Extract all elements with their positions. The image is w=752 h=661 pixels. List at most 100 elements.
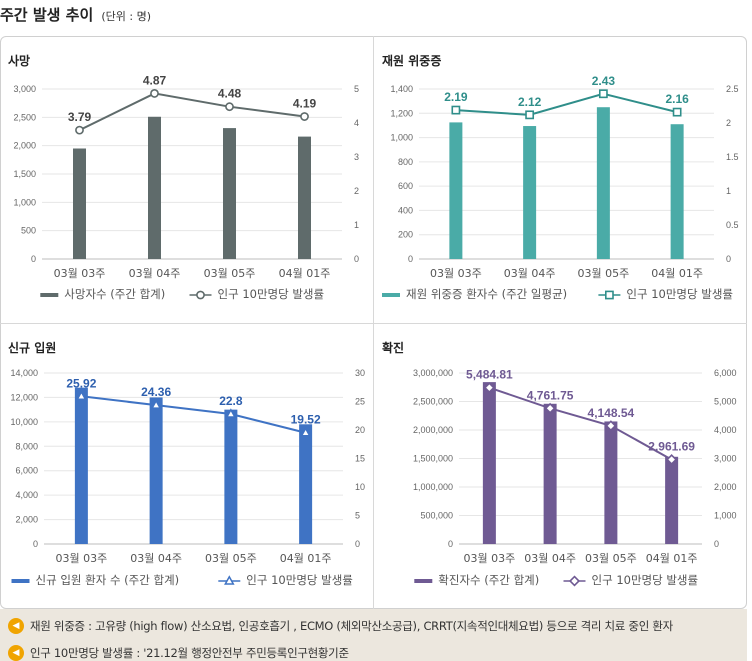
rate-line xyxy=(455,92,678,116)
legend-bar-label: 사망자수 (주간 합계) xyxy=(64,287,165,301)
x-tick-label: 03월 05주 xyxy=(585,552,637,565)
y-left-tick-label: 2,500 xyxy=(13,112,36,122)
y-left-tick-label: 1,200 xyxy=(390,108,413,118)
line-point xyxy=(525,110,535,120)
bar xyxy=(299,424,313,544)
data-label: 19.52 xyxy=(291,413,321,427)
y-right-tick-label: 0 xyxy=(355,539,360,549)
panel-divider-horizontal xyxy=(0,323,747,324)
legend-bar-label: 재원 위중증 환자수 (주간 일평균) xyxy=(406,287,567,301)
rate-line xyxy=(81,395,306,434)
y-left-tick-label: 0 xyxy=(33,539,38,549)
chart-title: 신규 입원 xyxy=(8,340,56,355)
y-left-tick-label: 1,400 xyxy=(390,84,413,94)
data-label: 2.16 xyxy=(665,92,689,106)
x-tick-label: 03월 04주 xyxy=(129,267,181,280)
line-point xyxy=(225,408,237,418)
speaker-icon: ◀ xyxy=(8,645,24,661)
bar xyxy=(523,126,537,260)
chart-title: 확진 xyxy=(382,340,404,355)
y-right-tick-label: 1.5 xyxy=(726,152,739,162)
y-left-tick-label: 2,000,000 xyxy=(413,425,453,435)
bar xyxy=(148,116,161,260)
y-right-tick-label: 3,000 xyxy=(714,454,737,464)
y-left-tick-label: 14,000 xyxy=(10,368,38,378)
bar xyxy=(74,387,88,544)
chart-panel-severe: 재원 위중증 0 200 400 600 800 1,000 1,200 1,400 0 0.5 1 1… xyxy=(374,37,747,323)
bar xyxy=(73,148,86,259)
y-left-tick-label: 2,000 xyxy=(13,141,36,151)
line-point xyxy=(150,399,162,409)
footnote-text: 인구 10만명당 발생률 : '21.12월 행정안전부 주민등록인구현황기준 xyxy=(30,646,349,660)
footnote-severe: ◀ 재원 위중증 : 고유량 (high flow) 산소요법, 인공호흡기 ,… xyxy=(8,616,673,636)
data-label: 24.36 xyxy=(141,385,171,399)
y-left-tick-label: 500,000 xyxy=(420,511,453,521)
y-right-tick-label: 2,000 xyxy=(714,482,737,492)
line-point xyxy=(225,102,234,112)
y-right-tick-label: 2.5 xyxy=(726,84,739,94)
y-right-tick-label: 4 xyxy=(354,118,359,128)
data-label: 4.48 xyxy=(218,87,242,101)
y-right-tick-label: 1 xyxy=(726,186,731,196)
footnotes: ◀ 재원 위중증 : 고유량 (high flow) 산소요법, 인공호흡기 ,… xyxy=(0,609,747,661)
line-point xyxy=(150,89,159,98)
x-tick-label: 03월 05주 xyxy=(205,552,257,565)
y-right-tick-label: 1,000 xyxy=(714,511,737,521)
legend-line-marker xyxy=(605,290,614,300)
x-tick-label: 03월 04주 xyxy=(524,552,576,565)
x-tick-label: 03월 05주 xyxy=(578,267,630,280)
line-point xyxy=(666,454,678,466)
bar xyxy=(670,124,684,259)
chart-svg: 신규 입원 0 2,000 4,000 6,000 8,000 10,000 12,000 14… xyxy=(8,340,365,587)
panel-divider-vertical xyxy=(373,36,374,609)
y-left-tick-label: 1,000 xyxy=(390,133,413,143)
legend-line-marker xyxy=(224,575,235,585)
line-point xyxy=(598,89,608,99)
legend-bar-swatch xyxy=(382,293,400,297)
y-right-tick-label: 20 xyxy=(355,425,365,435)
chart-panel-deaths: 사망 0 500 1,000 1,500 2,000 2,500 3,000 0 1 2 3 4 5 03월… xyxy=(0,37,373,323)
chart-svg: 사망 0 500 1,000 1,500 2,000 2,500 3,000 0 1 2 3 4 5 03월… xyxy=(8,53,359,301)
data-label: 22.8 xyxy=(219,394,243,408)
y-right-tick-label: 5 xyxy=(354,84,359,94)
y-right-tick-label: 0.5 xyxy=(726,220,739,230)
y-right-tick-label: 3 xyxy=(354,152,359,162)
legend-line-label: 인구 10만명당 발생률 xyxy=(246,573,353,587)
data-label: 2.43 xyxy=(592,74,616,88)
x-tick-label: 03월 04주 xyxy=(130,552,182,565)
page-header: 주간 발생 추이 (단위 : 명) xyxy=(0,4,151,28)
data-label: 2,961.69 xyxy=(648,440,695,454)
line-point xyxy=(483,382,495,394)
chart-svg: 확진 0 500,000 1,000,000 1,500,000 2,000,000 2,5… xyxy=(382,340,737,587)
y-right-tick-label: 4,000 xyxy=(714,425,737,435)
y-right-tick-label: 10 xyxy=(355,482,365,492)
x-tick-label: 04월 01주 xyxy=(280,552,332,565)
line-point xyxy=(76,390,87,401)
y-left-tick-label: 1,500 xyxy=(13,169,36,179)
bar xyxy=(149,397,163,544)
chart-panel-confirmed: 확진 0 500,000 1,000,000 1,500,000 2,000,000 2,5… xyxy=(374,324,747,609)
y-right-tick-label: 25 xyxy=(355,397,365,407)
speaker-icon: ◀ xyxy=(8,618,24,634)
x-tick-label: 04월 01주 xyxy=(646,552,698,565)
y-right-tick-label: 0 xyxy=(354,254,359,264)
y-left-tick-label: 0 xyxy=(448,539,453,549)
rate-line xyxy=(79,92,305,132)
bar xyxy=(596,107,610,259)
data-label: 3.79 xyxy=(68,110,92,124)
y-right-tick-label: 0 xyxy=(726,254,731,264)
bar xyxy=(665,456,679,544)
legend-line-label: 인구 10만명당 발생률 xyxy=(626,287,733,301)
y-left-tick-label: 6,000 xyxy=(15,466,38,476)
y-right-tick-label: 2 xyxy=(354,186,359,196)
y-left-tick-label: 2,500,000 xyxy=(413,397,453,407)
bar xyxy=(298,136,311,259)
y-right-tick-label: 5 xyxy=(355,511,360,521)
line-point xyxy=(451,105,461,115)
bar xyxy=(482,382,496,544)
x-tick-label: 04월 01주 xyxy=(279,267,331,280)
data-label: 25.92 xyxy=(66,376,96,390)
line-point xyxy=(300,426,311,437)
legend-line-label: 인구 10만명당 발생률 xyxy=(218,287,325,301)
line-point xyxy=(672,107,682,117)
